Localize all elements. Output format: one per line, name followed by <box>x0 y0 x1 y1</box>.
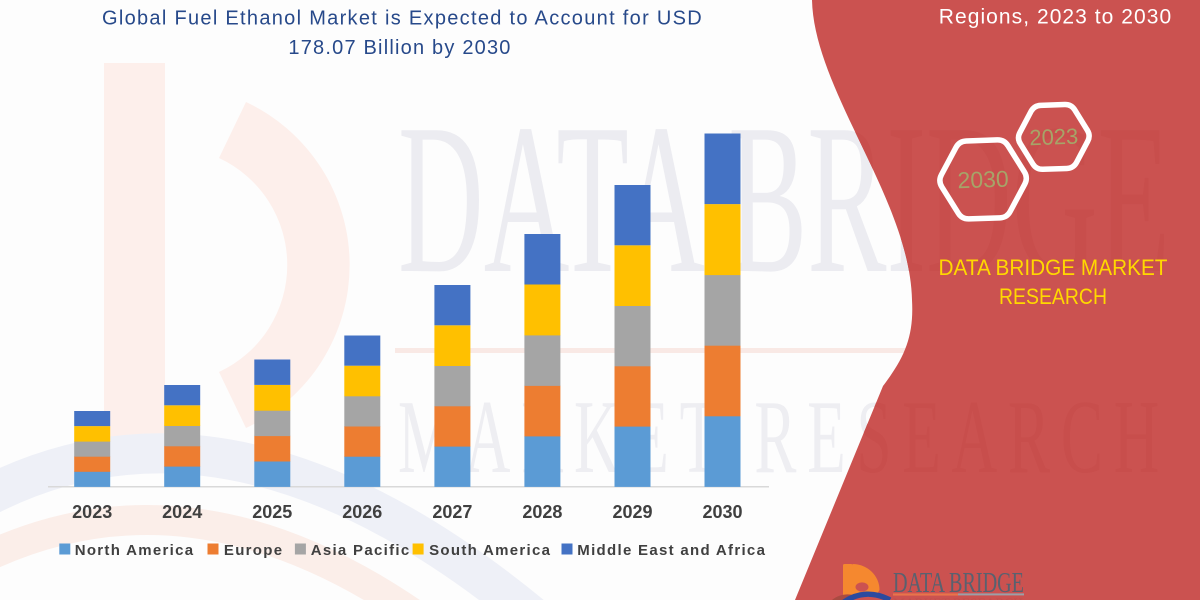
svg-text:South America: South America <box>429 542 551 559</box>
svg-text:Europe: Europe <box>224 542 283 559</box>
svg-text:178.07 Billion by 2030: 178.07 Billion by 2030 <box>288 37 511 59</box>
svg-text:2027: 2027 <box>432 502 472 522</box>
svg-text:MARKET RESEARCH: MARKET RESEARCH <box>893 595 1023 600</box>
svg-text:2026: 2026 <box>342 502 382 522</box>
svg-text:Global Fuel Ethanol Market is: Global Fuel Ethanol Market is Expected t… <box>102 8 703 30</box>
svg-text:2028: 2028 <box>522 502 562 522</box>
svg-text:North America: North America <box>75 542 195 559</box>
svg-text:2024: 2024 <box>162 502 202 522</box>
svg-text:Middle East and Africa: Middle East and Africa <box>577 542 766 559</box>
svg-text:2023: 2023 <box>72 502 112 522</box>
svg-text:2030: 2030 <box>957 166 1009 194</box>
svg-text:RESEARCH: RESEARCH <box>999 284 1107 309</box>
svg-text:2029: 2029 <box>612 502 652 522</box>
svg-text:2025: 2025 <box>252 502 292 522</box>
svg-text:2023: 2023 <box>1029 124 1079 151</box>
svg-text:2030: 2030 <box>702 502 742 522</box>
svg-text:DATA BRIDGE MARKET: DATA BRIDGE MARKET <box>939 255 1168 280</box>
svg-text:Asia Pacific: Asia Pacific <box>311 542 411 559</box>
svg-text:Regions, 2023 to 2030: Regions, 2023 to 2030 <box>939 6 1172 29</box>
